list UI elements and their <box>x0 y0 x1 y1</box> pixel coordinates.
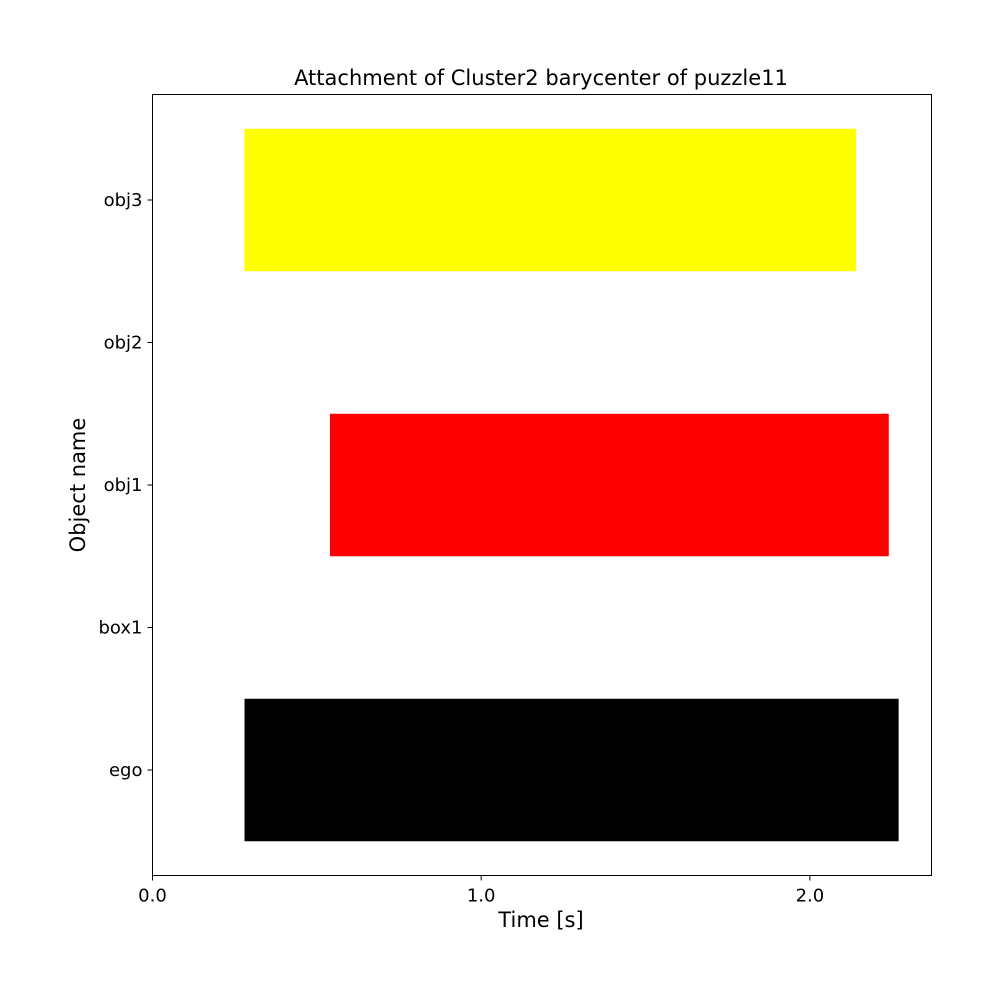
bar-ego <box>244 698 899 842</box>
y-tick-label-obj3: obj3 <box>104 190 143 211</box>
y-tick-label-obj2: obj2 <box>104 333 143 354</box>
bar-obj1 <box>329 413 889 557</box>
y-tick-label-ego: ego <box>109 760 143 781</box>
chart-title: Attachment of Cluster2 barycenter of puz… <box>294 66 788 90</box>
x-tick-label: 2.0 <box>796 886 825 907</box>
y-tick-label-obj1: obj1 <box>104 475 143 496</box>
bar-obj3 <box>244 128 856 272</box>
x-tick-label: 0.0 <box>138 886 167 907</box>
x-tick-label: 1.0 <box>467 886 496 907</box>
y-ticks: ego box1 obj1 obj2 obj3 <box>99 190 153 781</box>
y-axis-label: Object name <box>66 418 90 553</box>
x-ticks: 0.0 1.0 2.0 <box>138 875 825 907</box>
x-axis-label: Time [s] <box>497 908 583 932</box>
bars-layer <box>244 128 899 842</box>
y-tick-label-box1: box1 <box>99 618 143 639</box>
